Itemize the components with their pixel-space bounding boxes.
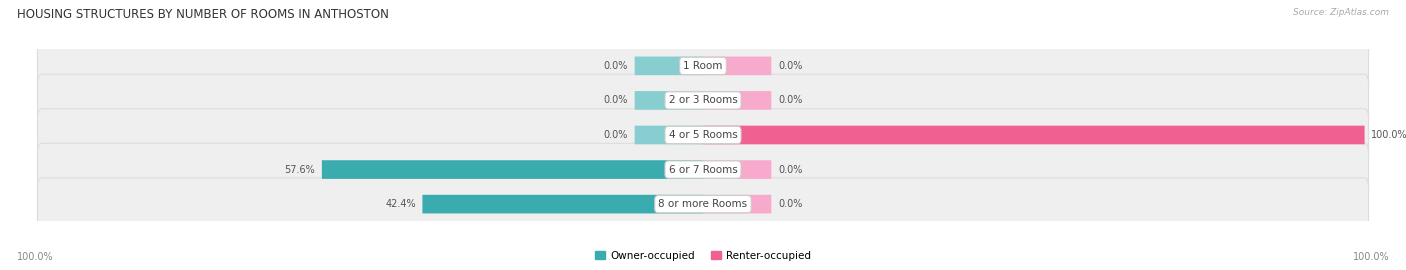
Text: 6 or 7 Rooms: 6 or 7 Rooms <box>669 164 737 175</box>
Text: 2 or 3 Rooms: 2 or 3 Rooms <box>669 95 737 106</box>
Text: 0.0%: 0.0% <box>603 130 628 140</box>
Text: 57.6%: 57.6% <box>284 164 315 175</box>
FancyBboxPatch shape <box>38 109 1368 161</box>
Text: 0.0%: 0.0% <box>603 95 628 106</box>
FancyBboxPatch shape <box>634 56 703 75</box>
FancyBboxPatch shape <box>703 91 772 110</box>
FancyBboxPatch shape <box>703 160 772 179</box>
Text: 0.0%: 0.0% <box>778 199 803 209</box>
Text: Source: ZipAtlas.com: Source: ZipAtlas.com <box>1294 8 1389 17</box>
FancyBboxPatch shape <box>38 74 1368 127</box>
Text: 1 Room: 1 Room <box>683 61 723 71</box>
FancyBboxPatch shape <box>634 126 703 144</box>
Text: 0.0%: 0.0% <box>778 61 803 71</box>
Text: 4 or 5 Rooms: 4 or 5 Rooms <box>669 130 737 140</box>
Text: 0.0%: 0.0% <box>778 164 803 175</box>
Text: 42.4%: 42.4% <box>385 199 416 209</box>
FancyBboxPatch shape <box>703 126 1365 144</box>
Text: 100.0%: 100.0% <box>1371 130 1406 140</box>
FancyBboxPatch shape <box>634 91 703 110</box>
FancyBboxPatch shape <box>703 195 772 214</box>
FancyBboxPatch shape <box>38 143 1368 196</box>
Text: 0.0%: 0.0% <box>603 61 628 71</box>
Legend: Owner-occupied, Renter-occupied: Owner-occupied, Renter-occupied <box>591 247 815 265</box>
FancyBboxPatch shape <box>38 178 1368 230</box>
Text: 100.0%: 100.0% <box>17 252 53 262</box>
Text: 100.0%: 100.0% <box>1353 252 1389 262</box>
FancyBboxPatch shape <box>422 195 703 214</box>
Text: 8 or more Rooms: 8 or more Rooms <box>658 199 748 209</box>
Text: 0.0%: 0.0% <box>778 95 803 106</box>
FancyBboxPatch shape <box>703 56 772 75</box>
FancyBboxPatch shape <box>322 160 703 179</box>
Text: HOUSING STRUCTURES BY NUMBER OF ROOMS IN ANTHOSTON: HOUSING STRUCTURES BY NUMBER OF ROOMS IN… <box>17 8 388 21</box>
FancyBboxPatch shape <box>38 40 1368 92</box>
